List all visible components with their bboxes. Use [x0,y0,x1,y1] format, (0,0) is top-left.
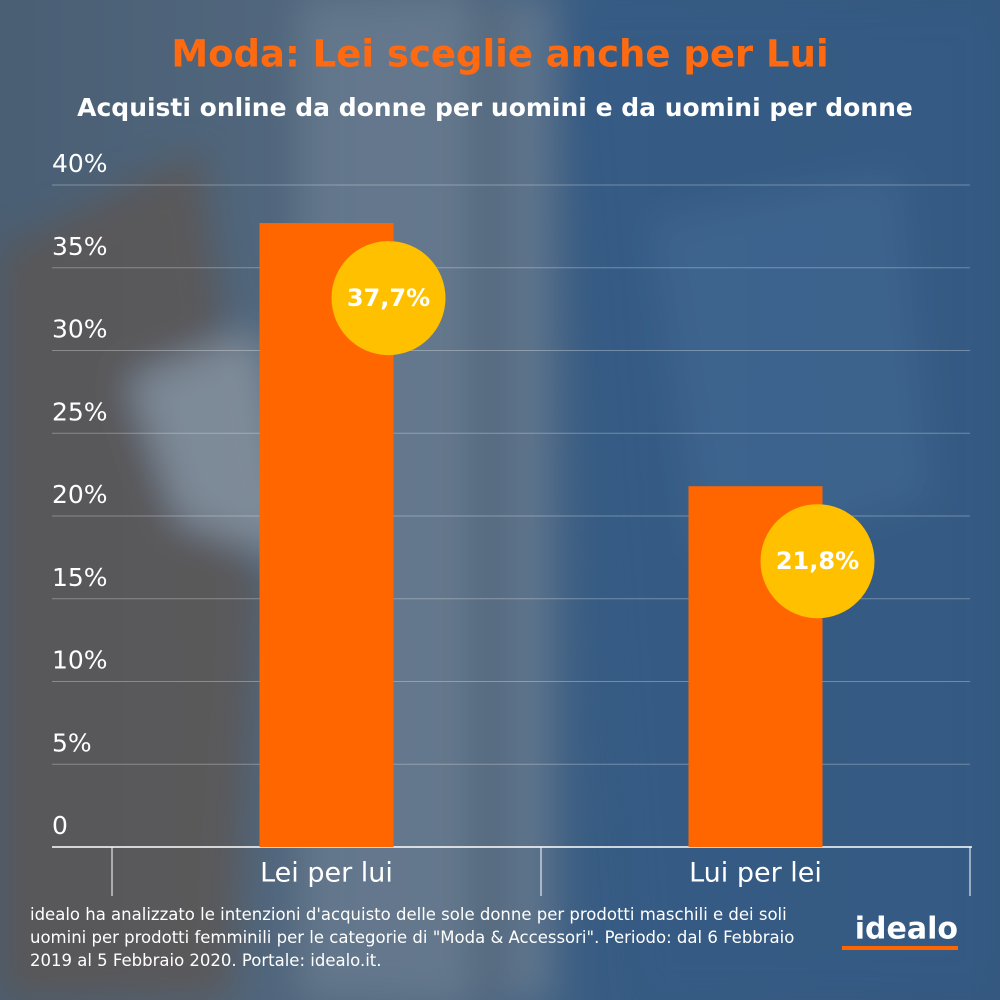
logo: idealo [855,912,958,947]
y-tick-label: 25% [52,397,108,426]
value-label: 21,8% [776,547,859,575]
y-tick-label: 10% [52,646,108,675]
y-tick-label: 5% [52,728,92,757]
y-tick-label: 15% [52,563,108,592]
logo-underline [842,946,958,950]
footnote: idealo ha analizzato le intenzioni d'acq… [30,905,795,970]
y-tick-label: 40% [52,149,108,178]
value-label: 37,7% [347,284,430,312]
y-tick-label: 0 [52,811,68,840]
x-tick-label: Lei per lui [260,858,393,889]
y-tick-label: 35% [52,232,108,261]
y-tick-label: 30% [52,315,108,344]
value-label-badge [331,241,446,356]
value-label-badge [760,504,875,619]
y-tick-label: 20% [52,480,108,509]
x-tick-label: Lui per lei [689,858,822,889]
chart-title: Moda: Lei sceglie anche per Lui [171,33,828,76]
chart-subtitle: Acquisti online da donne per uomini e da… [77,93,913,122]
